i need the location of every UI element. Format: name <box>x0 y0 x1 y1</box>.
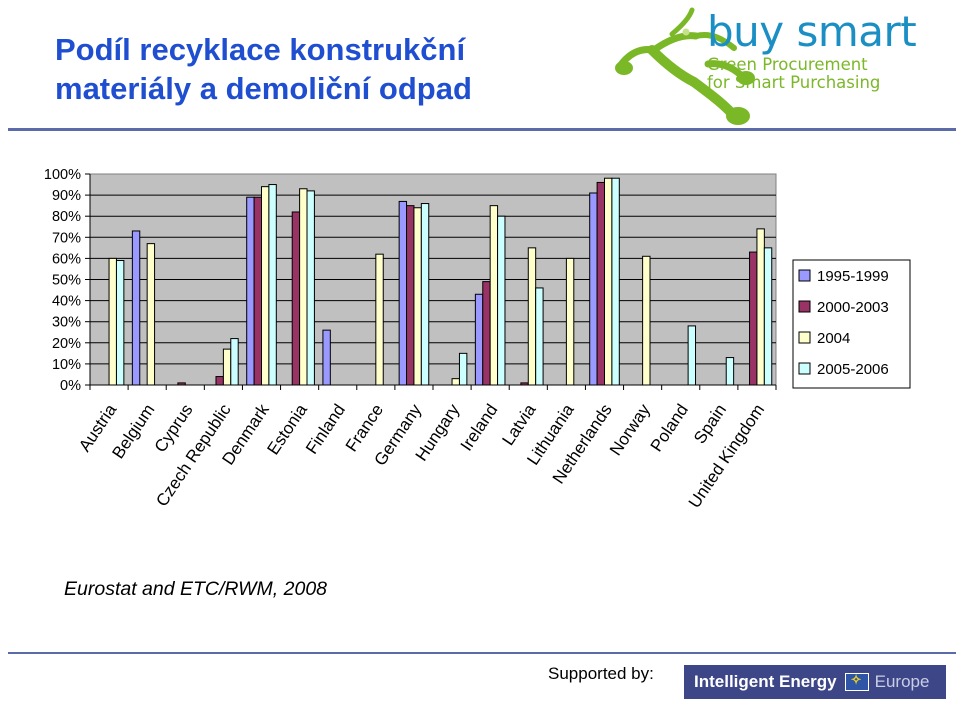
tree-branch-logo-icon <box>615 7 755 125</box>
legend-label-2005-2006: 2005-2006 <box>817 361 889 378</box>
bar-netherlands-1995-1999 <box>589 192 598 386</box>
logo-tagline-line2: for Smart Purchasing <box>707 73 881 92</box>
legend-label-1995-1999: 1995-1999 <box>817 268 889 285</box>
bar-austria-2004 <box>108 257 117 386</box>
bar-poland-2005-2006 <box>687 325 697 386</box>
legend-swatch-2004 <box>798 331 811 344</box>
x-category-label: Estonia <box>263 400 311 458</box>
y-tick-label: 100% <box>44 167 81 183</box>
y-tick-label: 90% <box>52 188 81 204</box>
x-category-label: Finland <box>302 401 349 458</box>
bar-cyprus-2000-2003 <box>177 382 186 386</box>
bar-estonia-2005-2006 <box>306 190 315 386</box>
bar-finland-1995-1999 <box>322 329 331 386</box>
bar-netherlands-2004 <box>604 177 613 386</box>
legend-swatch-2000-2003 <box>798 300 811 313</box>
y-tick-label: 20% <box>52 336 81 352</box>
y-tick-label: 30% <box>52 315 81 331</box>
legend-swatch-1995-1999 <box>798 269 811 282</box>
intelligent-energy-europe-logo: Intelligent Energy Europe <box>684 665 946 699</box>
legend-box <box>792 259 911 389</box>
bar-austria-2005-2006 <box>115 260 125 386</box>
bar-hungary-2005-2006 <box>458 352 468 386</box>
y-tick-label: 60% <box>52 251 81 267</box>
y-tick-label: 80% <box>52 209 81 225</box>
eu-flag-icon <box>844 672 869 691</box>
bar-ireland-2000-2003 <box>482 281 491 386</box>
bar-germany-2005-2006 <box>420 203 430 386</box>
bar-ireland-2005-2006 <box>497 215 506 386</box>
bar-spain-2005-2006 <box>725 357 735 386</box>
buy-smart-logo: buy smart Green Procurement for Smart Pu… <box>612 4 957 126</box>
bar-netherlands-2000-2003 <box>596 181 605 386</box>
supported-by-label: Supported by: <box>548 664 654 683</box>
logo-tagline-line1: Green Procurement <box>707 55 868 74</box>
y-tick-label: 10% <box>52 357 81 373</box>
bar-hungary-2004 <box>451 378 460 386</box>
program-region: Europe <box>874 672 930 691</box>
legend-label-2000-2003: 2000-2003 <box>817 299 889 316</box>
page-title-line2: materiály a demoliční odpad <box>55 71 472 106</box>
bar-lithuania-2004 <box>565 257 575 386</box>
bar-estonia-2000-2003 <box>291 211 301 386</box>
y-tick-label: 40% <box>52 294 81 310</box>
bar-germany-1995-1999 <box>398 200 408 386</box>
y-tick-label: 70% <box>52 230 81 246</box>
bar-denmark-2004 <box>261 186 270 386</box>
bar-latvia-2004 <box>527 247 537 386</box>
bar-germany-2000-2003 <box>406 205 415 386</box>
bar-denmark-2005-2006 <box>268 184 277 386</box>
bar-united-kingdom-2000-2003 <box>749 251 758 386</box>
bar-denmark-1995-1999 <box>246 196 255 386</box>
y-tick-label: 0% <box>60 378 81 394</box>
x-category-label: Norway <box>606 400 654 459</box>
recycling-bar-chart: 0%10%20%30%40%50%60%70%80%90%100%Austria… <box>44 167 911 512</box>
bar-ireland-1995-1999 <box>474 293 484 386</box>
x-category-label: Ireland <box>457 401 502 455</box>
x-category-label: United Kingdom <box>685 401 768 512</box>
bar-belgium-1995-1999 <box>131 230 141 386</box>
bar-ireland-2004 <box>489 205 499 386</box>
logo-name: buy smart <box>707 7 917 56</box>
bar-denmark-2000-2003 <box>253 196 263 386</box>
x-category-label: Spain <box>690 401 730 448</box>
program-name: Intelligent Energy <box>694 672 837 691</box>
bar-latvia-2005-2006 <box>535 287 544 386</box>
page-title: Podíl recyklace konstrukční materiály a … <box>55 30 472 108</box>
source-citation: Eurostat and ETC/RWM, 2008 <box>64 578 328 600</box>
bar-united-kingdom-2004 <box>756 228 765 386</box>
bar-czech-republic-2004 <box>222 348 232 386</box>
bar-united-kingdom-2005-2006 <box>763 247 773 386</box>
bar-france-2004 <box>375 253 384 386</box>
bar-czech-republic-2000-2003 <box>215 376 224 386</box>
footer-divider <box>8 652 956 654</box>
x-category-label: Poland <box>647 401 692 456</box>
page-title-line1: Podíl recyklace konstrukční <box>55 32 466 67</box>
bar-estonia-2004 <box>299 188 308 386</box>
legend-label-2004: 2004 <box>817 330 850 347</box>
header-divider <box>8 128 956 131</box>
bar-norway-2004 <box>642 255 651 386</box>
bar-belgium-2004 <box>146 243 156 386</box>
bar-latvia-2000-2003 <box>520 382 529 386</box>
bar-germany-2004 <box>413 207 422 386</box>
bar-czech-republic-2005-2006 <box>230 338 239 386</box>
legend-swatch-2005-2006 <box>798 362 811 375</box>
y-tick-label: 50% <box>52 273 81 289</box>
bar-netherlands-2005-2006 <box>611 177 620 386</box>
